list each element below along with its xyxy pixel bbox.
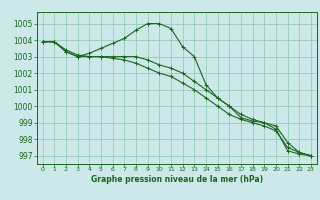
X-axis label: Graphe pression niveau de la mer (hPa): Graphe pression niveau de la mer (hPa) [91, 175, 263, 184]
